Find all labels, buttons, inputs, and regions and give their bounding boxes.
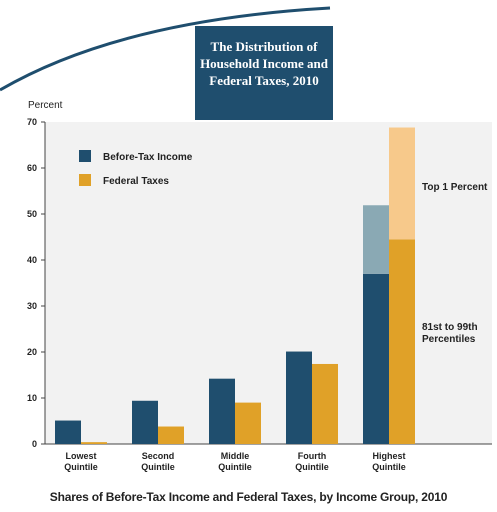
legend-label: Before-Tax Income bbox=[103, 152, 193, 163]
bar-taxes-81-99 bbox=[389, 239, 415, 444]
y-tick-label: 40 bbox=[27, 255, 37, 265]
x-category-label: Quintile bbox=[64, 462, 98, 472]
x-category-label: Fourth bbox=[298, 451, 327, 461]
plot-panel bbox=[45, 122, 492, 444]
annotation-label: Top 1 Percent bbox=[422, 182, 488, 193]
labels: 010203040506070LowestQuintileSecondQuint… bbox=[27, 117, 488, 472]
chart-title-line: Household Income and bbox=[200, 56, 328, 71]
bar-taxes-top1 bbox=[389, 127, 415, 240]
x-category-label: Quintile bbox=[218, 462, 252, 472]
x-category-label: Second bbox=[142, 451, 175, 461]
legend-label: Federal Taxes bbox=[103, 176, 169, 187]
x-category-label: Quintile bbox=[141, 462, 175, 472]
y-tick-label: 0 bbox=[32, 439, 37, 449]
bar-taxes bbox=[158, 426, 184, 444]
y-tick-label: 20 bbox=[27, 347, 37, 357]
y-tick-label: 50 bbox=[27, 209, 37, 219]
y-tick-label: 30 bbox=[27, 301, 37, 311]
x-category-label: Quintile bbox=[372, 462, 406, 472]
bar-taxes bbox=[312, 363, 338, 444]
bar-taxes bbox=[235, 402, 261, 444]
x-category-label: Lowest bbox=[65, 451, 96, 461]
x-category-label: Highest bbox=[372, 451, 405, 461]
chart-title-line: The Distribution of bbox=[210, 39, 318, 54]
bar-income bbox=[132, 400, 158, 444]
annotation-label: 81st to 99th bbox=[422, 322, 478, 333]
bar-income-top1 bbox=[363, 205, 389, 274]
chart-caption: Shares of Before-Tax Income and Federal … bbox=[49, 490, 448, 504]
bars bbox=[55, 127, 415, 444]
decorative-arc bbox=[0, 6, 331, 92]
legend-swatch bbox=[79, 150, 91, 162]
annotation-label: Percentiles bbox=[422, 334, 476, 345]
x-category-label: Middle bbox=[221, 451, 250, 461]
axes bbox=[41, 121, 492, 445]
y-tick-label: 60 bbox=[27, 163, 37, 173]
chart-title-line: Federal Taxes, 2010 bbox=[209, 73, 319, 88]
legend-swatch bbox=[79, 174, 91, 186]
bar-income bbox=[209, 378, 235, 444]
y-tick-label: 70 bbox=[27, 117, 37, 127]
x-category-label: Quintile bbox=[295, 462, 329, 472]
bar-income bbox=[55, 420, 81, 444]
bar-income-81-99 bbox=[363, 273, 389, 444]
bar-income bbox=[286, 351, 312, 444]
y-axis-label: Percent bbox=[28, 100, 63, 111]
chart-title-box: The Distribution of Household Income and… bbox=[195, 26, 333, 120]
bar-taxes bbox=[81, 442, 107, 444]
y-tick-label: 10 bbox=[27, 393, 37, 403]
